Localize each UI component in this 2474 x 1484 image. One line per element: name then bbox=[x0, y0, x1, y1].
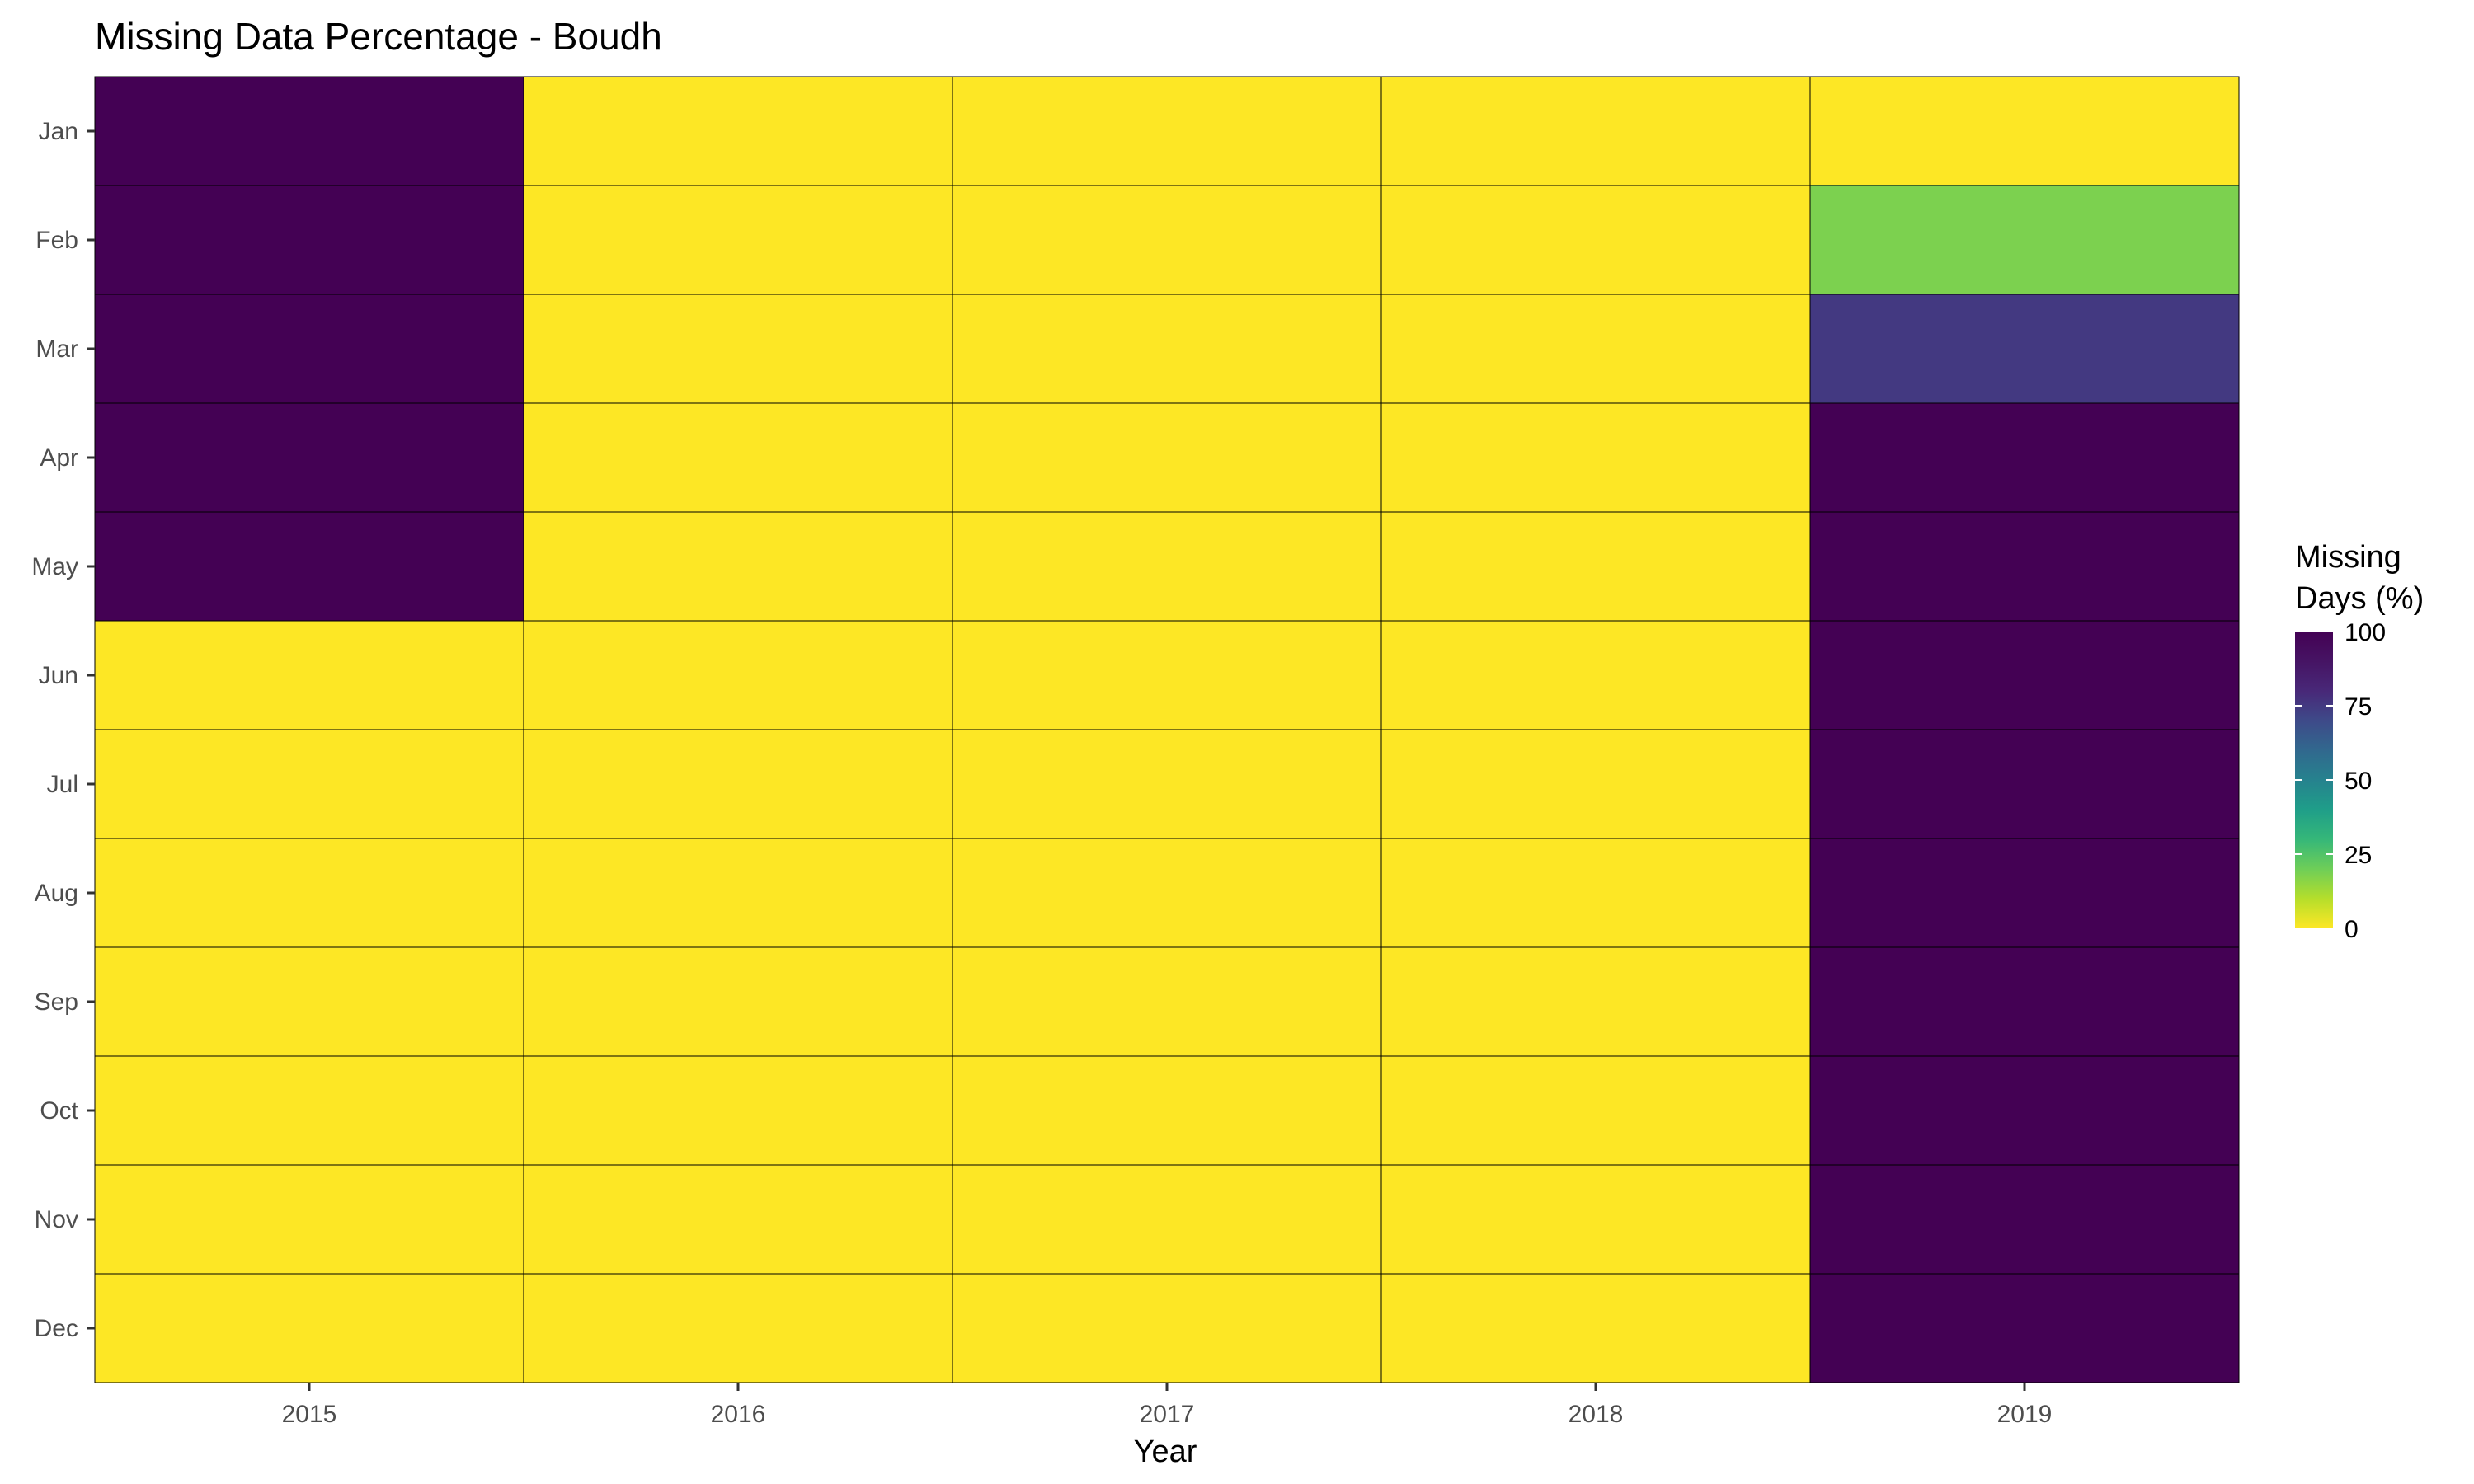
y-tick-label-mar: Mar bbox=[35, 336, 78, 363]
heatmap-cell-may-2015 bbox=[94, 511, 524, 622]
heatmap-cell-feb-2019 bbox=[1809, 185, 2240, 295]
heatmap-cell-apr-2015 bbox=[94, 402, 524, 513]
y-tick-label-dec: Dec bbox=[35, 1315, 78, 1342]
heatmap-cell-jun-2018 bbox=[1380, 620, 1811, 730]
heatmap-cell-jun-2017 bbox=[952, 620, 1382, 730]
heatmap-cell-apr-2017 bbox=[952, 402, 1382, 513]
heatmap-cell-sep-2018 bbox=[1380, 946, 1811, 1057]
heatmap-cell-sep-2015 bbox=[94, 946, 524, 1057]
legend-title-line-1: Missing bbox=[2295, 540, 2401, 575]
heatmap-cell-aug-2018 bbox=[1380, 838, 1811, 948]
heatmap-cell-jun-2016 bbox=[523, 620, 953, 730]
heatmap-cell-feb-2018 bbox=[1380, 185, 1811, 295]
chart-title: Missing Data Percentage - Boudh bbox=[95, 15, 662, 58]
x-tick-label-2015: 2015 bbox=[282, 1401, 337, 1428]
y-tick-label-oct: Oct bbox=[40, 1097, 78, 1125]
heatmap-cell-dec-2015 bbox=[94, 1273, 524, 1383]
heatmap-cell-may-2017 bbox=[952, 511, 1382, 622]
heatmap-cell-aug-2017 bbox=[952, 838, 1382, 948]
heatmap-cell-mar-2017 bbox=[952, 294, 1382, 404]
heatmap-cell-dec-2019 bbox=[1809, 1273, 2240, 1383]
x-tick-label-2016: 2016 bbox=[711, 1401, 766, 1428]
heatmap-cell-feb-2016 bbox=[523, 185, 953, 295]
heatmap-cell-dec-2017 bbox=[952, 1273, 1382, 1383]
heatmap-cell-aug-2019 bbox=[1809, 838, 2240, 948]
x-axis: 2015 2016 2017 2018 2019 bbox=[282, 1383, 2053, 1428]
heatmap-cell-jun-2015 bbox=[94, 620, 524, 730]
heatmap-cell-nov-2017 bbox=[952, 1164, 1382, 1275]
heatmap-cell-apr-2019 bbox=[1809, 402, 2240, 513]
heatmap-cell-mar-2015 bbox=[94, 294, 524, 404]
heatmap-cell-jan-2016 bbox=[523, 76, 953, 186]
heatmap-cell-apr-2016 bbox=[523, 402, 953, 513]
heatmap-cell-jan-2015 bbox=[94, 76, 524, 186]
heatmap-cell-jul-2016 bbox=[523, 729, 953, 839]
heatmap-cell-aug-2016 bbox=[523, 838, 953, 948]
heatmap-cell-may-2018 bbox=[1380, 511, 1811, 622]
heatmap-cell-jul-2017 bbox=[952, 729, 1382, 839]
heatmap-cell-mar-2018 bbox=[1380, 294, 1811, 404]
x-tick-label-2017: 2017 bbox=[1140, 1401, 1195, 1428]
heatmap-cell-oct-2019 bbox=[1809, 1055, 2240, 1166]
legend-tick-label-50: 50 bbox=[2345, 768, 2372, 795]
heatmap-cell-oct-2017 bbox=[952, 1055, 1382, 1166]
heatmap-cell-nov-2015 bbox=[94, 1164, 524, 1275]
y-tick-label-may: May bbox=[31, 553, 78, 580]
legend-tick-label-0: 0 bbox=[2345, 916, 2359, 943]
heatmap-cell-jul-2018 bbox=[1380, 729, 1811, 839]
legend-tick-label-25: 25 bbox=[2345, 842, 2372, 869]
heatmap-cell-feb-2015 bbox=[94, 185, 524, 295]
x-tick-label-2018: 2018 bbox=[1569, 1401, 1624, 1428]
heatmap-cell-sep-2019 bbox=[1809, 946, 2240, 1057]
heatmap-cell-jun-2019 bbox=[1809, 620, 2240, 730]
y-axis: Jan Feb Mar Apr May Jun Jul Aug Sep Oct Nov Dec bbox=[31, 118, 95, 1342]
heatmap-cell-may-2019 bbox=[1809, 511, 2240, 622]
legend-ticks: 0 25 50 75 100 bbox=[2295, 619, 2386, 943]
heatmap-cell-nov-2018 bbox=[1380, 1164, 1811, 1275]
heatmap-cell-jul-2015 bbox=[94, 729, 524, 839]
heatmap-cell-mar-2019 bbox=[1809, 294, 2240, 404]
y-tick-label-sep: Sep bbox=[35, 989, 78, 1016]
x-axis-title: Year bbox=[1134, 1435, 1197, 1469]
heatmap-cell-jan-2019 bbox=[1809, 76, 2240, 186]
y-tick-label-jun: Jun bbox=[39, 662, 78, 689]
y-tick-label-feb: Feb bbox=[35, 227, 78, 254]
heatmap-cell-jul-2019 bbox=[1809, 729, 2240, 839]
heatmap-cell-oct-2016 bbox=[523, 1055, 953, 1166]
heatmap-cell-jan-2017 bbox=[952, 76, 1382, 186]
legend-title-line-2: Days (%) bbox=[2295, 581, 2424, 616]
legend-tick-label-75: 75 bbox=[2345, 693, 2372, 721]
heatmap-cell-aug-2015 bbox=[94, 838, 524, 948]
heatmap-cell-dec-2018 bbox=[1380, 1273, 1811, 1383]
heatmap-cells bbox=[94, 76, 2240, 1383]
heatmap-cell-nov-2016 bbox=[523, 1164, 953, 1275]
legend: Missing Days (%) 0 25 50 75 100 bbox=[2295, 540, 2424, 943]
heatmap-cell-dec-2016 bbox=[523, 1273, 953, 1383]
x-tick-label-2019: 2019 bbox=[1997, 1401, 2053, 1428]
y-tick-label-apr: Apr bbox=[40, 444, 78, 472]
heatmap-cell-oct-2015 bbox=[94, 1055, 524, 1166]
heatmap-cell-oct-2018 bbox=[1380, 1055, 1811, 1166]
heatmap-cell-mar-2016 bbox=[523, 294, 953, 404]
y-tick-label-jul: Jul bbox=[47, 771, 78, 798]
heatmap-cell-sep-2016 bbox=[523, 946, 953, 1057]
heatmap-cell-may-2016 bbox=[523, 511, 953, 622]
heatmap-cell-jan-2018 bbox=[1380, 76, 1811, 186]
y-tick-label-jan: Jan bbox=[39, 118, 78, 145]
heatmap-cell-feb-2017 bbox=[952, 185, 1382, 295]
y-tick-label-aug: Aug bbox=[35, 880, 78, 907]
heatmap-cell-nov-2019 bbox=[1809, 1164, 2240, 1275]
legend-tick-label-100: 100 bbox=[2345, 619, 2386, 646]
heatmap-cell-apr-2018 bbox=[1380, 402, 1811, 513]
y-tick-label-nov: Nov bbox=[35, 1206, 78, 1233]
heatmap-cell-sep-2017 bbox=[952, 946, 1382, 1057]
